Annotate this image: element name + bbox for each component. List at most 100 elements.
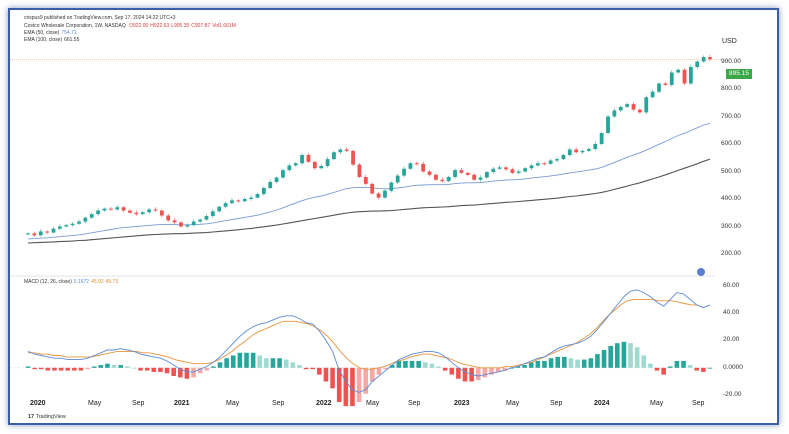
- macd-histogram-bar: [429, 363, 435, 368]
- candle: [166, 215, 171, 221]
- macd-histogram-bar: [588, 358, 594, 368]
- macd-histogram-bar: [171, 367, 176, 377]
- candle: [491, 168, 496, 173]
- macd-tick-label: 40.00: [723, 309, 740, 317]
- macd-histogram-bar: [85, 367, 90, 370]
- candle: [77, 221, 81, 224]
- ohlc-low: L905.35: [171, 23, 190, 29]
- candle: [523, 168, 528, 172]
- candle: [593, 144, 598, 149]
- macd-histogram-bar: [277, 358, 282, 368]
- macd-histogram-bar: [52, 367, 57, 371]
- x-tick-label: Sep: [692, 400, 705, 407]
- price-macd-chart: [10, 54, 722, 407]
- candle: [115, 207, 120, 210]
- price-tick-label: 900.00: [721, 57, 741, 65]
- candle: [83, 217, 88, 222]
- candle: [128, 210, 132, 213]
- macd-signal-line: [28, 298, 698, 370]
- macd-histogram-bar: [707, 367, 713, 369]
- macd-histogram-bar: [197, 367, 203, 374]
- macd-histogram-bar: [648, 363, 653, 368]
- macd-histogram-bar: [581, 359, 587, 368]
- macd-histogram-bar: [674, 360, 680, 368]
- candle: [599, 133, 604, 144]
- macd-histogram-bar: [45, 367, 51, 371]
- candle: [561, 155, 566, 160]
- macd-histogram-bar: [701, 367, 706, 372]
- macd-histogram-bar: [475, 367, 481, 381]
- macd-histogram-bar: [661, 367, 666, 375]
- macd-histogram-bar: [330, 367, 335, 389]
- macd-histogram-bar: [111, 365, 117, 368]
- ohlc-open: O922.00: [129, 23, 149, 29]
- macd-histogram-bar: [522, 365, 527, 368]
- candle: [612, 110, 617, 117]
- candle: [274, 177, 279, 182]
- macd-histogram-bar: [376, 367, 382, 375]
- macd-histogram-bar: [118, 365, 123, 368]
- macd-histogram-bar: [38, 367, 44, 370]
- candle: [542, 163, 547, 165]
- macd-histogram-bar: [575, 359, 580, 368]
- candle: [293, 163, 298, 166]
- tradingview-logo-icon: 17: [28, 414, 35, 420]
- x-tick-label: 2020: [30, 400, 46, 407]
- macd-histogram-bar: [667, 366, 673, 368]
- macd-histogram-bar: [502, 367, 508, 371]
- macd-histogram-bar: [489, 367, 494, 375]
- macd-histogram-bar: [91, 366, 97, 368]
- macd-histogram-bar: [535, 360, 541, 368]
- ema50-legend: EMA (50, close) 754.71: [24, 30, 79, 37]
- macd-histogram-bar: [495, 367, 501, 372]
- scroll-realtime-icon[interactable]: [697, 268, 705, 276]
- macd-histogram-bar: [370, 367, 375, 382]
- x-tick-label: 2023: [454, 400, 470, 407]
- ema100-value: 661.55: [64, 37, 80, 43]
- x-tick-label: 2021: [174, 400, 190, 407]
- candle: [625, 104, 630, 107]
- candle: [536, 163, 540, 166]
- macd-histogram-bar: [72, 367, 77, 371]
- candle: [38, 231, 43, 236]
- macd-histogram-bar: [270, 358, 276, 368]
- candle: [281, 170, 285, 178]
- macd-histogram-bar: [687, 365, 693, 368]
- macd-histogram-bar: [542, 360, 547, 368]
- macd-histogram-bar: [25, 366, 31, 368]
- macd-histogram-bar: [264, 358, 269, 368]
- candle: [478, 177, 483, 180]
- macd-histogram-bar: [184, 367, 190, 379]
- x-tick-label: May: [226, 400, 240, 407]
- x-tick-label: May: [650, 400, 664, 407]
- macd-histogram-bar: [310, 367, 316, 370]
- candle: [516, 171, 521, 173]
- macd-histogram-bar: [283, 359, 289, 368]
- macd-label: MACD (12, 26, close): [24, 279, 72, 285]
- candle: [102, 208, 107, 211]
- ema100-line: [27, 158, 711, 244]
- volume: Vol1.661M: [212, 23, 236, 29]
- macd-histogram-bar: [442, 367, 448, 371]
- candle: [64, 225, 69, 227]
- macd-histogram-bar: [230, 355, 236, 368]
- candle: [555, 159, 559, 161]
- candle: [695, 61, 700, 67]
- macd-histogram-bar: [317, 367, 322, 375]
- candle: [45, 231, 50, 233]
- candle: [465, 172, 470, 175]
- macd-histogram-bar: [105, 363, 110, 368]
- candle: [210, 211, 215, 217]
- ema100-label: EMA (100, close): [24, 37, 63, 43]
- candle: [89, 214, 94, 218]
- candle: [529, 165, 534, 169]
- macd-histogram-bar: [250, 352, 256, 368]
- macd-histogram-bar: [456, 367, 461, 379]
- macd-tick-label: 20.00: [723, 336, 740, 344]
- macd-histogram-bar: [125, 366, 130, 368]
- ohlc-high: H922.63: [150, 23, 170, 29]
- currency-label: USD: [722, 38, 737, 45]
- candle: [389, 182, 394, 191]
- last-price-label: 895.15: [726, 69, 752, 79]
- candle: [657, 83, 661, 92]
